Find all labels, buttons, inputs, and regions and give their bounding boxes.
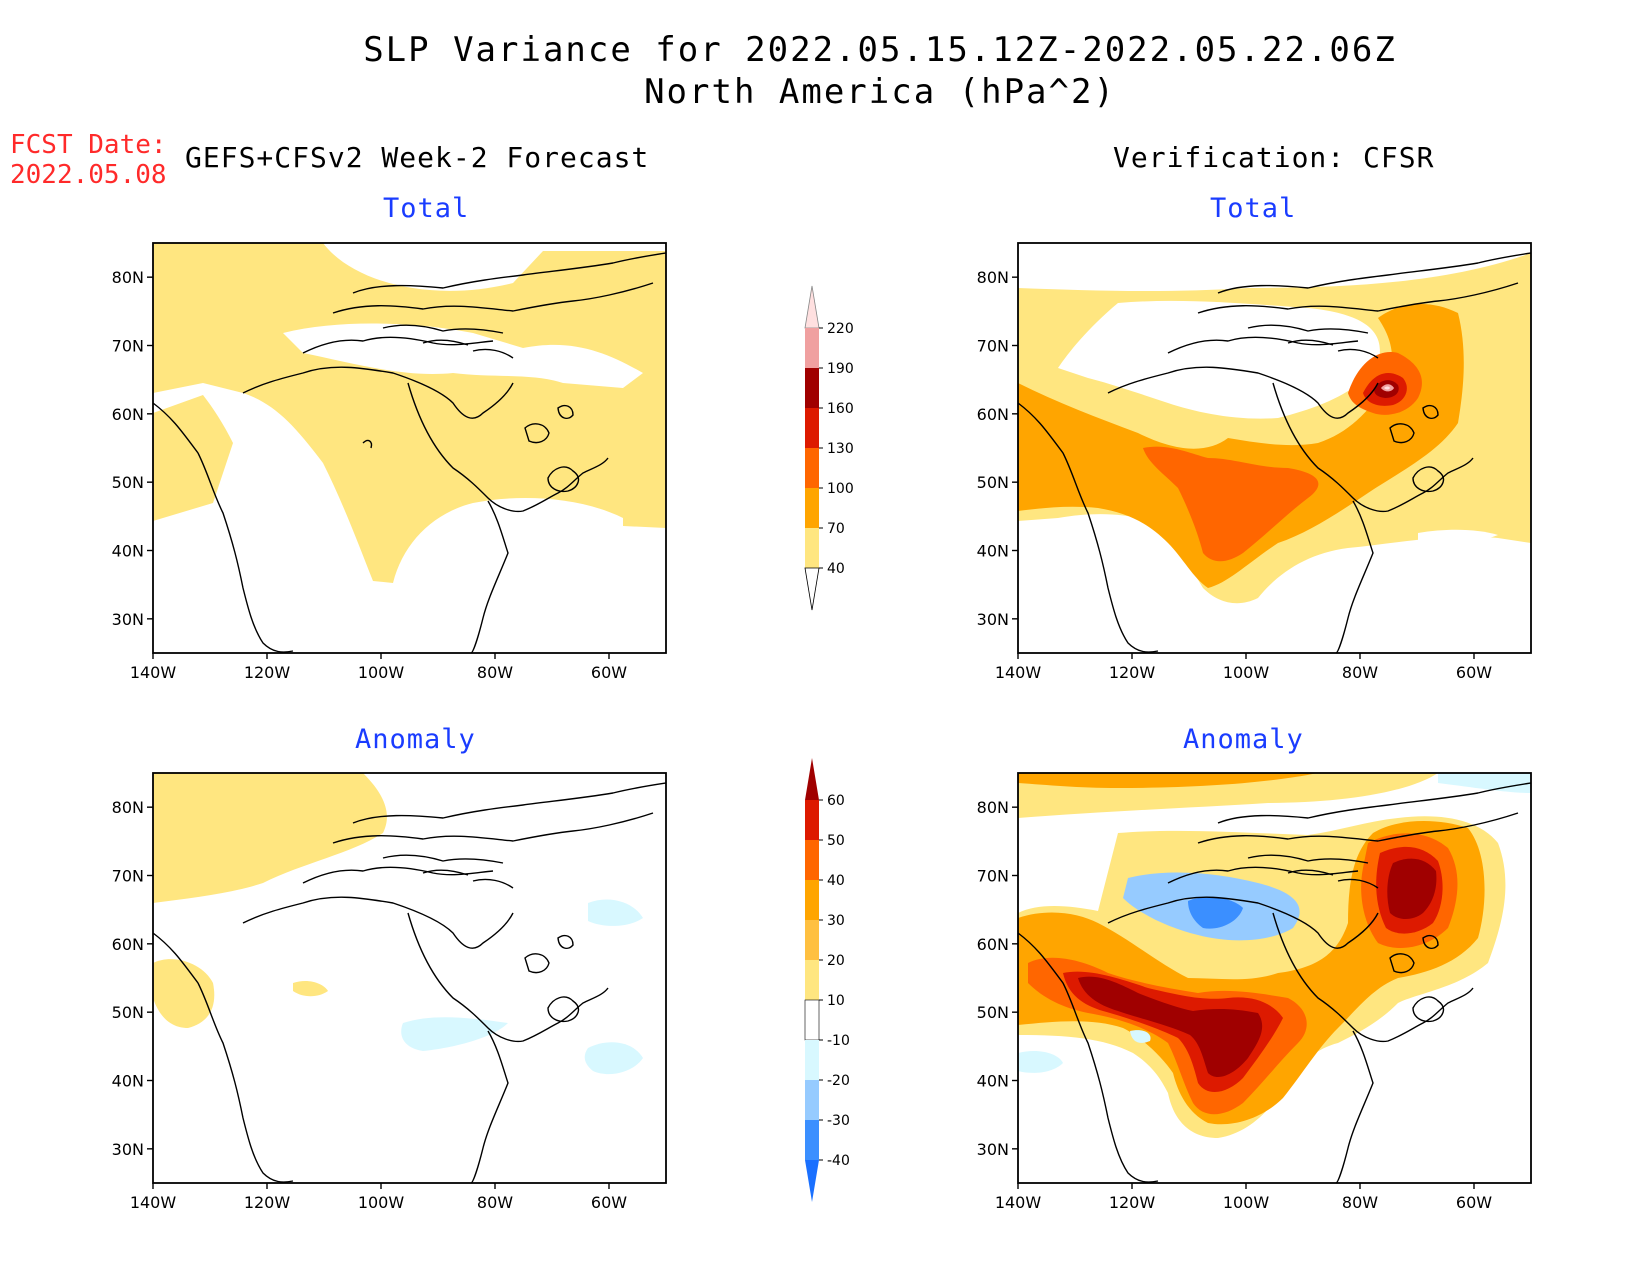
colorbar-swatch: [805, 800, 819, 840]
colorbar-swatch: [805, 1040, 819, 1080]
ver-total-title: Total: [1210, 193, 1297, 224]
ver-anomaly-title: Anomaly: [1183, 724, 1304, 755]
forecast-column-heading: GEFS+CFSv2 Week-2 Forecast: [185, 141, 650, 174]
colorbar-level-label: 30: [827, 913, 845, 929]
colorbar-level-label: 50: [827, 833, 845, 849]
verification-anomaly-map: [1017, 772, 1532, 1184]
colorbar-level-label: 20: [827, 953, 845, 969]
fc-anomaly-title: Anomaly: [355, 724, 476, 755]
colorbar-level-label: 160: [827, 401, 854, 417]
colorbar-swatch: [805, 960, 819, 1000]
subtitle: North America (hPa^2): [644, 72, 1116, 112]
colorbar-level-label: 100: [827, 481, 854, 497]
colorbar-swatch: [805, 880, 819, 920]
fcst-date-value: 2022.05.08: [10, 160, 167, 190]
colorbar-level-label: 190: [827, 361, 854, 377]
colorbar-level-label: -40: [827, 1153, 850, 1169]
colorbar-swatch: [805, 840, 819, 880]
colorbar-swatch: [805, 1120, 819, 1160]
fc-total-title: Total: [383, 193, 470, 224]
forecast-anomaly-map: [152, 772, 667, 1184]
verification-total-map: [1017, 242, 1532, 654]
anomaly-colorbar: -40 -30 -20 -10 10 20 30 40 50 60: [804, 758, 850, 1202]
colorbar-swatch: [805, 1080, 819, 1120]
total-colorbar: 40 70 100 130 160 190 220: [804, 285, 854, 611]
colorbar-level-label: 130: [827, 441, 854, 457]
colorbar-swatch: [805, 328, 819, 368]
colorbar-swatch: [805, 448, 819, 488]
colorbar-swatch: [804, 999, 820, 1041]
colorbar-level-label: 10: [827, 993, 845, 1009]
forecast-total-map: [152, 242, 667, 654]
colorbar-bottom-triangle: [804, 567, 820, 611]
colorbar-swatch: [805, 488, 819, 528]
verification-column-heading: Verification: CFSR: [1113, 141, 1435, 174]
main-title: SLP Variance for 2022.05.15.12Z-2022.05.…: [363, 30, 1397, 70]
colorbar-bottom-triangle: [805, 1160, 819, 1202]
colorbar-level-label: 40: [827, 561, 845, 577]
colorbar-level-label: 40: [827, 873, 845, 889]
colorbar-swatch: [805, 920, 819, 960]
colorbar-level-label: 70: [827, 521, 845, 537]
colorbar-swatch: [805, 368, 819, 408]
colorbar-level-label: 220: [827, 321, 854, 337]
colorbar-level-label: -10: [827, 1033, 850, 1049]
colorbar-level-label: 60: [827, 793, 845, 809]
colorbar-level-label: -30: [827, 1113, 850, 1129]
colorbar-level-label: -20: [827, 1073, 850, 1089]
colorbar-swatch: [805, 528, 819, 568]
fcst-date-label: FCST Date:: [10, 130, 167, 160]
colorbar-top-triangle: [805, 758, 819, 800]
colorbar-swatch: [805, 408, 819, 448]
colorbar-top-triangle: [804, 285, 820, 329]
